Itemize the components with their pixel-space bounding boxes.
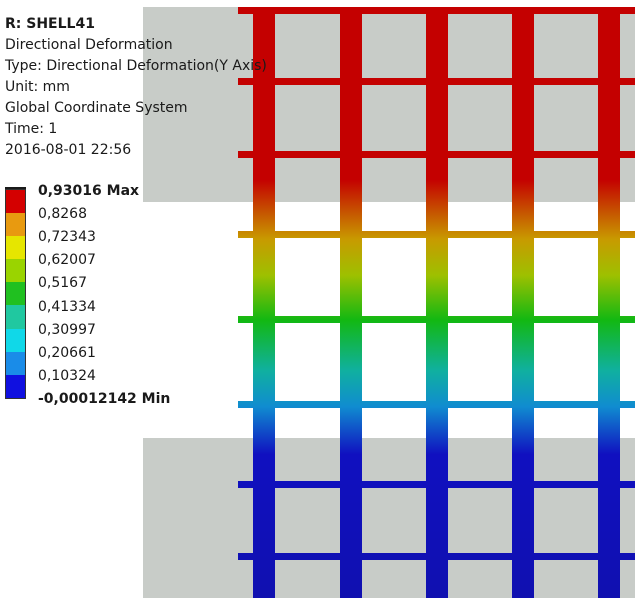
grid-column (598, 7, 620, 598)
legend-level-label: 0,8268 (38, 206, 87, 223)
grid-row (238, 78, 635, 85)
shell-grid (238, 7, 635, 598)
grid-row (238, 316, 635, 323)
result-info-panel: R: SHELL41 Directional Deformation Type:… (5, 14, 267, 161)
grid-column (340, 7, 362, 598)
grid-row (238, 481, 635, 488)
legend-color-bar (5, 189, 26, 399)
legend-swatch (6, 236, 25, 260)
grid-row (238, 151, 635, 158)
grid-row (238, 401, 635, 408)
legend-max-marker (5, 187, 26, 190)
result-title: R: SHELL41 (5, 16, 95, 32)
legend-swatch (6, 351, 25, 375)
result-type: Type: Directional Deformation(Y Axis) (5, 58, 267, 74)
result-name: Directional Deformation (5, 37, 173, 53)
legend-swatch (6, 259, 25, 283)
legend-swatch (6, 190, 25, 214)
legend-swatch (6, 213, 25, 237)
legend-swatch (6, 282, 25, 306)
grid-column (426, 7, 448, 598)
lower-plate (143, 438, 635, 598)
legend-level-label: 0,30997 (38, 321, 96, 338)
legend-level-label: 0,41334 (38, 298, 96, 315)
legend-level-label: 0,72343 (38, 229, 96, 246)
result-timestamp: 2016-08-01 22:56 (5, 142, 132, 158)
legend-swatch (6, 328, 25, 352)
legend-swatch (6, 305, 25, 329)
grid-row (238, 7, 635, 14)
legend-level-label: 0,20661 (38, 344, 96, 361)
upper-plate (143, 7, 635, 202)
legend-level-label: 0,10324 (38, 367, 96, 384)
result-time: Time: 1 (5, 121, 58, 137)
legend-swatch (6, 374, 25, 398)
result-unit: Unit: mm (5, 79, 70, 95)
legend-max-label: 0,93016 Max (38, 183, 140, 199)
legend-level-label: 0,62007 (38, 252, 96, 269)
grid-row (238, 231, 635, 238)
grid-column (512, 7, 534, 598)
grid-row (238, 553, 635, 560)
legend-level-label: 0,5167 (38, 275, 87, 292)
result-coordinate-system: Global Coordinate System (5, 100, 188, 116)
legend-min-label: -0,00012142 Min (38, 390, 171, 407)
